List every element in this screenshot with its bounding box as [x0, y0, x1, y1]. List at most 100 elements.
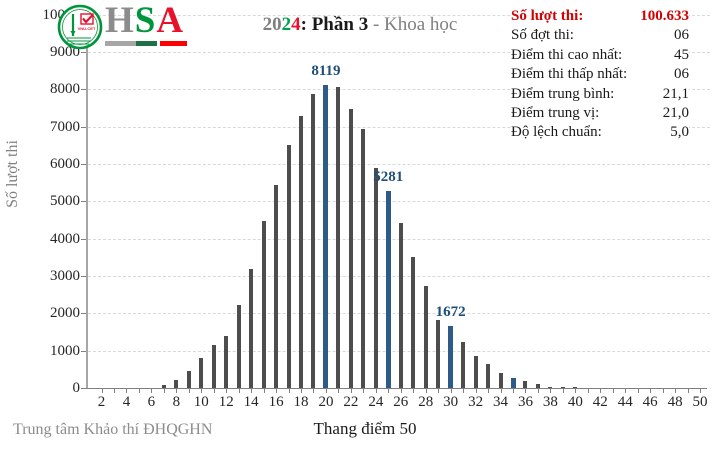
chart-title-part-0: 20 [262, 14, 282, 35]
x-tick-label-14: 14 [243, 394, 259, 410]
x-axis-tick-11 [213, 389, 215, 393]
chart-title-part-6: Khoa học [384, 14, 458, 35]
x-axis-tick-45 [637, 389, 639, 393]
x-tick-label-46: 46 [642, 394, 658, 410]
stat-value: 45 [674, 46, 689, 63]
x-axis-tick-36 [525, 389, 527, 393]
vnu-cet-logo-icon: VNU-CET [57, 4, 103, 50]
logo-underline-segment-1 [136, 41, 157, 46]
hsa-logo-underline [105, 41, 187, 46]
bar-14 [249, 269, 254, 388]
x-tick-label-24: 24 [368, 394, 384, 410]
stat-value: 06 [674, 66, 689, 83]
stat-value: 21,1 [662, 85, 689, 102]
y-axis-line [86, 14, 88, 388]
chart-title-part-2: 4 [291, 14, 301, 35]
x-axis-tick-50 [700, 389, 702, 393]
logo-underline-segment-2 [157, 41, 160, 46]
x-axis-tick-12 [226, 389, 228, 393]
bar-39 [560, 387, 565, 388]
bar-24 [373, 168, 378, 388]
chart-title-part-5: - [368, 14, 385, 35]
x-axis-tick-30 [450, 389, 452, 393]
hsa-logo: VNU-CET HSA [57, 2, 187, 50]
bar-35 [510, 377, 516, 388]
x-axis-tick-28 [425, 389, 427, 393]
bar-32 [473, 355, 478, 388]
y-axis-title: Số lượt thi [4, 140, 21, 208]
x-axis-tick-15 [263, 389, 265, 393]
bar-value-label-25: 5281 [373, 168, 404, 185]
y-axis-tick-4000 [81, 238, 86, 240]
x-axis-tick-24 [375, 389, 377, 393]
stat-row-0: Số lượt thi: 100.633 [511, 7, 689, 26]
bar-29 [436, 320, 441, 388]
x-axis-line [86, 388, 707, 389]
y-tick-label-4000: 4000 [50, 230, 80, 247]
y-tick-label-0: 0 [72, 380, 81, 396]
bar-15 [261, 221, 266, 388]
y-axis-tick-8000 [81, 89, 86, 91]
y-tick-label-8000: 8000 [50, 81, 80, 98]
x-axis-tick-20 [325, 389, 327, 393]
bar-27 [411, 256, 416, 388]
x-axis-tick-27 [413, 389, 415, 393]
x-tick-label-50: 50 [692, 394, 708, 410]
stat-row-1: Số đợt thi: 06 [511, 26, 689, 45]
chart-title: 2024: Phần 3 - Khoa học [228, 14, 492, 36]
x-tick-label-42: 42 [592, 394, 608, 410]
x-axis-tick-8 [176, 389, 178, 393]
footer-organization: Trung tâm Khảo thí ĐHQGHN [13, 421, 213, 438]
stat-row-6: Độ lệch chuẩn: 5,0 [511, 123, 689, 142]
chart-title-part-3: : [300, 14, 312, 35]
chart-title-part-4: Phần 3 [311, 14, 369, 35]
bar-value-label-20: 8119 [311, 62, 341, 79]
stat-label: Điểm thi thấp nhất: [511, 66, 628, 83]
x-tick-label-28: 28 [418, 394, 434, 410]
gridline-8000 [88, 89, 710, 91]
bar-9 [186, 370, 191, 388]
x-tick-label-18: 18 [293, 394, 309, 410]
x-axis-tick-3 [113, 389, 115, 393]
x-axis-tick-18 [301, 389, 303, 393]
logo-letter-A: A [156, 0, 185, 41]
x-axis-tick-26 [400, 389, 402, 393]
y-tick-label-1000: 1000 [50, 342, 80, 359]
hsa-logo-letters: HSA [105, 2, 187, 46]
x-axis-tick-22 [350, 389, 352, 393]
x-axis-tick-7 [163, 389, 165, 393]
x-axis-tick-48 [675, 389, 677, 393]
x-axis-tick-40 [575, 389, 577, 393]
y-tick-label-9000: 9000 [50, 44, 80, 61]
x-tick-label-26: 26 [393, 394, 409, 410]
bar-7 [161, 385, 166, 388]
x-axis-tick-4 [126, 389, 128, 393]
bar-8 [174, 379, 179, 388]
x-axis-tick-29 [438, 389, 440, 393]
x-axis-tick-33 [488, 389, 490, 393]
x-axis-tick-47 [662, 389, 664, 393]
bar-25 [385, 190, 391, 388]
x-axis-tick-32 [475, 389, 477, 393]
bar-value-label-30: 1672 [435, 303, 466, 320]
x-tick-label-40: 40 [567, 394, 583, 410]
bar-40 [573, 387, 578, 388]
x-axis-tick-35 [513, 389, 514, 393]
x-axis-tick-23 [363, 389, 365, 393]
stat-label: Số lượt thi: [511, 8, 584, 24]
bar-18 [299, 115, 304, 388]
logo-letter-H: H [105, 0, 135, 41]
x-axis-tick-21 [338, 389, 340, 393]
logo-letter-S: S [134, 0, 157, 41]
x-axis-tick-19 [313, 389, 315, 393]
x-tick-label-10: 10 [193, 394, 209, 410]
stat-row-4: Điểm trung bình: 21,1 [511, 85, 689, 104]
x-tick-label-20: 20 [318, 394, 334, 410]
x-axis-tick-5 [138, 389, 140, 393]
stat-row-2: Điểm thi cao nhất: 45 [511, 46, 689, 65]
bar-20 [323, 84, 329, 388]
x-axis-tick-16 [276, 389, 278, 393]
bar-13 [236, 304, 241, 388]
x-axis-tick-2 [101, 389, 103, 393]
